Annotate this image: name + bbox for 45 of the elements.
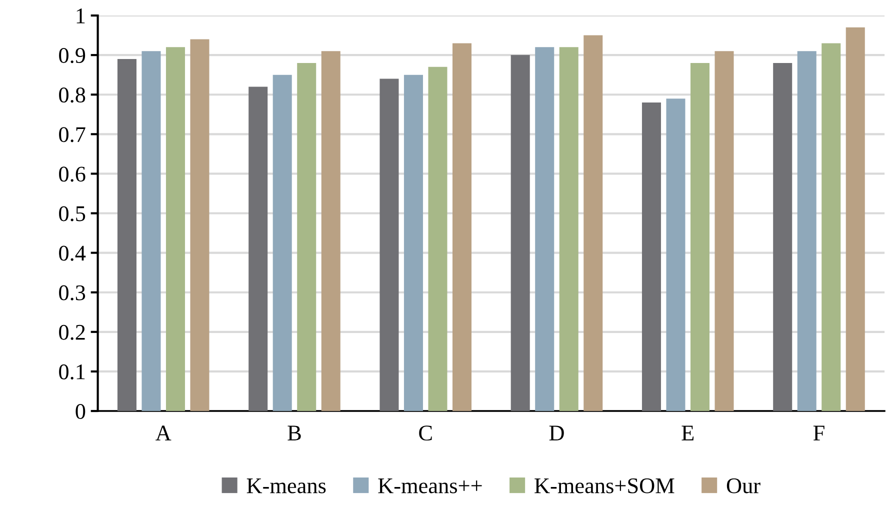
y-tick-label: 0.9 bbox=[59, 48, 86, 64]
bar bbox=[690, 62, 710, 412]
bar bbox=[666, 98, 686, 412]
bar bbox=[190, 39, 210, 412]
y-tick-label: 0.1 bbox=[59, 364, 85, 380]
y-tick-label: 0.5 bbox=[59, 206, 86, 222]
x-tick-label: F bbox=[813, 426, 824, 440]
bar bbox=[404, 74, 423, 412]
x-tick-label: D bbox=[549, 426, 564, 440]
x-tick-label: B bbox=[288, 426, 301, 440]
bar bbox=[773, 62, 792, 412]
y-tick-label: 0.7 bbox=[59, 127, 86, 142]
y-tick-label: 0.6 bbox=[59, 166, 86, 182]
bar bbox=[846, 27, 865, 412]
legend-label: K-means bbox=[246, 478, 326, 494]
bar bbox=[428, 66, 448, 412]
x-tick-label: A bbox=[156, 426, 172, 440]
bar bbox=[380, 78, 399, 412]
bar bbox=[797, 51, 816, 412]
y-tick-label: 1 bbox=[76, 8, 85, 24]
legend-label: Our bbox=[726, 478, 760, 494]
y-tick-label: 0.2 bbox=[59, 324, 85, 340]
bar bbox=[248, 86, 268, 412]
y-tick-label: 0.8 bbox=[59, 88, 86, 103]
bar bbox=[822, 43, 841, 412]
legend-label: K-means+SOM bbox=[534, 478, 674, 494]
bar bbox=[559, 47, 578, 412]
bar bbox=[510, 55, 530, 412]
y-tick-label: 0.4 bbox=[59, 246, 86, 261]
bar bbox=[584, 35, 603, 412]
bar bbox=[166, 47, 185, 412]
bar bbox=[142, 51, 161, 412]
bar bbox=[535, 47, 554, 412]
legend-label: K-means++ bbox=[378, 478, 482, 494]
bar bbox=[272, 74, 292, 412]
y-tick-label: 0 bbox=[76, 404, 86, 419]
y-tick-label: 0.3 bbox=[59, 285, 86, 300]
bar bbox=[642, 102, 661, 412]
bar bbox=[321, 51, 340, 412]
bar bbox=[714, 51, 734, 412]
bar bbox=[297, 62, 316, 412]
x-tick-label: C bbox=[419, 426, 432, 441]
bar bbox=[452, 43, 472, 412]
x-tick-label: E bbox=[682, 426, 694, 440]
bar bbox=[117, 59, 136, 412]
